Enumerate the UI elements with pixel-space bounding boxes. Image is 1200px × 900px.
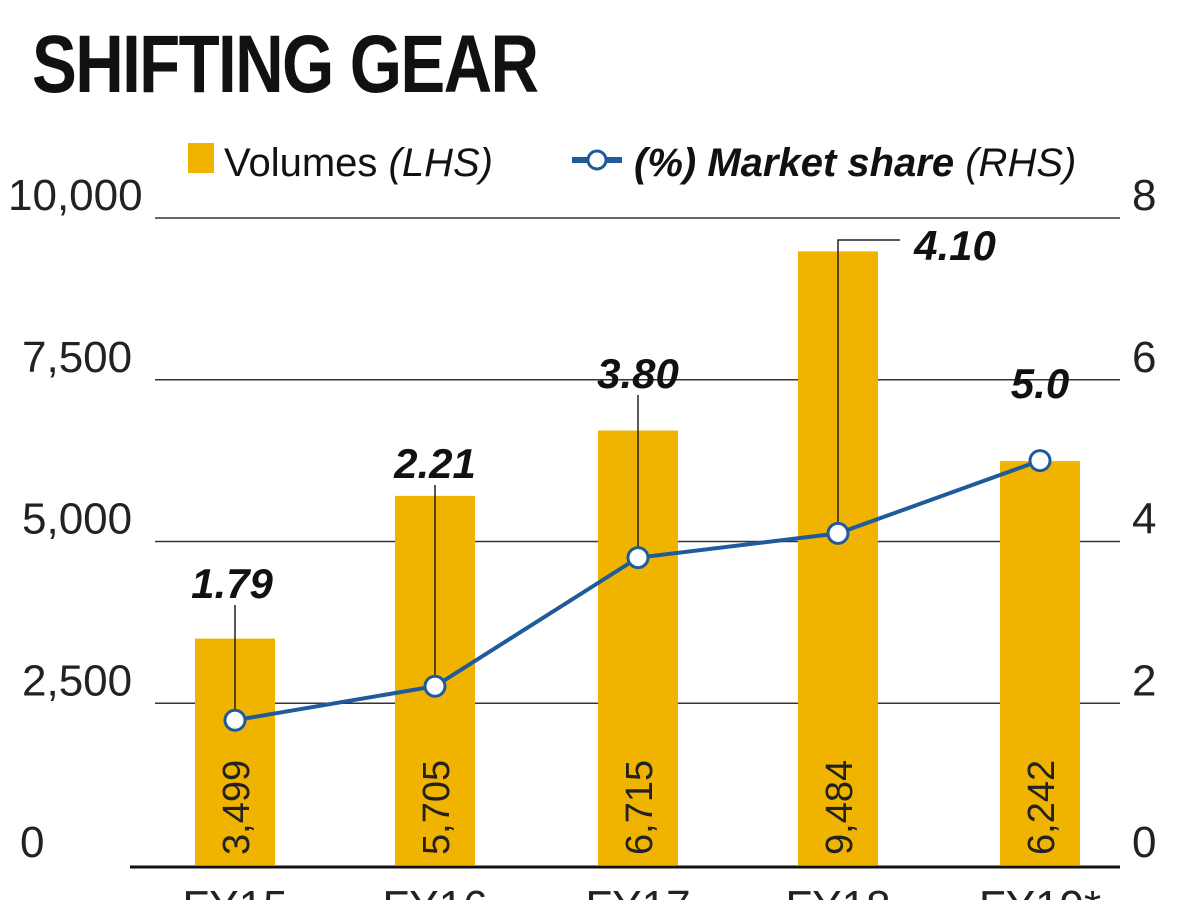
legend-swatch-volumes — [188, 143, 214, 173]
market-share-point-fy18 — [826, 521, 850, 545]
x-tick-label: FY17 — [585, 882, 690, 900]
x-tick-label: FY18 — [785, 882, 890, 900]
market-share-point-fy15 — [223, 708, 247, 732]
x-tick-label: FY19* — [979, 882, 1101, 900]
left-tick-label: 0 — [20, 818, 44, 867]
chart-title: SHIFTING GEAR — [32, 19, 539, 110]
bar-value-label: 6,242 — [1021, 760, 1063, 855]
legend-marker-market-share — [586, 149, 608, 171]
leader-line — [837, 239, 900, 534]
market-share-label: 4.10 — [913, 222, 996, 269]
left-tick-label: 10,000 — [8, 171, 143, 220]
bar-value-label: 3,499 — [216, 760, 258, 855]
right-tick-label: 0 — [1132, 818, 1156, 867]
x-tick-label: FY15 — [182, 882, 287, 900]
market-share-label: 2.21 — [393, 440, 476, 487]
legend-label-market-share: (%) Market share (RHS) — [634, 141, 1076, 185]
left-tick-label: 5,000 — [22, 495, 132, 544]
market-share-label: 1.79 — [191, 560, 273, 607]
market-share-label: 5.0 — [1011, 360, 1069, 407]
market-share-point-fy19 — [1028, 449, 1052, 473]
x-tick-label: FY16 — [382, 882, 487, 900]
bar-value-label: 9,484 — [819, 760, 861, 855]
market-share-point-fy17 — [626, 546, 650, 570]
right-tick-label: 4 — [1132, 495, 1156, 544]
left-tick-label: 7,500 — [22, 333, 132, 382]
right-tick-label: 6 — [1132, 333, 1156, 382]
right-tick-label: 2 — [1132, 656, 1156, 705]
market-share-point-fy16 — [423, 674, 447, 698]
legend-label-volumes: Volumes (LHS) — [224, 141, 493, 185]
bar-value-label: 5,705 — [416, 760, 458, 855]
bar-value-label: 6,715 — [619, 760, 661, 855]
left-tick-label: 2,500 — [22, 656, 132, 705]
bar-fy19 — [1000, 461, 1080, 865]
market-share-label: 3.80 — [597, 350, 679, 397]
right-tick-label: 8 — [1132, 171, 1156, 220]
